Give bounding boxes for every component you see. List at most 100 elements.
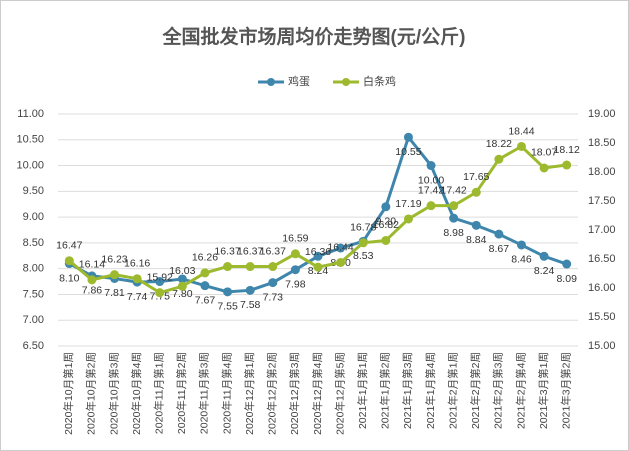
data-label: 18.44 [508, 125, 534, 137]
x-tick-label: 2021年2月第3周 [492, 352, 505, 429]
data-point [494, 229, 504, 239]
data-point [155, 277, 165, 287]
x-tick-label: 2020年10月第2周 [85, 352, 98, 435]
data-point [471, 220, 481, 230]
data-label: 16.14 [79, 259, 105, 271]
data-point [290, 265, 300, 275]
data-label: 7.67 [195, 294, 216, 306]
data-label: 8.84 [466, 234, 487, 246]
data-label: 7.81 [104, 287, 125, 299]
data-label: 16.16 [124, 258, 150, 270]
data-label: 16.59 [282, 233, 308, 245]
data-label: 18.12 [554, 144, 580, 156]
data-point [358, 238, 368, 248]
data-label: 16.37 [214, 245, 240, 257]
chart-title: 全国批发市场周均价走势图(元/公斤) [162, 25, 466, 48]
y-tick-label: 9.00 [23, 211, 44, 223]
data-point [110, 270, 120, 280]
x-tick-label: 2021年1月第1周 [356, 352, 369, 429]
y2-tick-label: 15.00 [588, 340, 616, 352]
x-tick-label: 2020年12月第3周 [288, 352, 301, 435]
data-label: 7.74 [127, 291, 148, 303]
y2-tick-label: 19.00 [588, 108, 616, 120]
data-label: 16.78 [350, 222, 376, 234]
y-tick-label: 7.00 [23, 314, 44, 326]
legend-marker [342, 78, 350, 86]
y2-tick-label: 17.50 [588, 195, 616, 207]
data-label: 10.55 [395, 146, 421, 158]
data-point [471, 187, 481, 197]
data-label: 10.00 [418, 174, 444, 186]
data-point [155, 288, 165, 298]
data-label: 9.20 [376, 216, 397, 228]
data-point [245, 262, 255, 272]
x-tick-label: 2021年3月第2周 [559, 352, 572, 429]
y2-tick-label: 17.00 [588, 224, 616, 236]
data-point [562, 259, 572, 269]
data-point [403, 132, 413, 142]
data-point [223, 262, 233, 272]
y-tick-label: 7.50 [23, 288, 44, 300]
legend-label: 白条鸡 [363, 74, 396, 88]
y-tick-label: 11.00 [17, 108, 44, 120]
data-point [200, 281, 210, 291]
x-tick-label: 2020年10月第3周 [107, 352, 120, 435]
data-point [64, 256, 74, 266]
data-label: 7.73 [263, 291, 284, 303]
data-point [449, 213, 459, 223]
x-tick-label: 2021年2月第4周 [514, 352, 527, 429]
data-label: 7.86 [82, 285, 103, 297]
data-point [336, 257, 346, 267]
data-label: 17.42 [441, 184, 467, 196]
legend-label: 鸡蛋 [288, 74, 310, 88]
data-label: 7.80 [172, 288, 193, 300]
data-point [381, 202, 391, 212]
data-label: 7.55 [217, 301, 238, 313]
y-tick-label: 10.50 [16, 134, 44, 146]
data-label: 18.07 [531, 147, 557, 159]
data-label: 16.23 [101, 253, 127, 265]
data-label: 8.98 [443, 227, 464, 239]
x-tick-label: 2020年11月第2周 [175, 352, 188, 434]
data-label: 7.58 [240, 299, 261, 311]
data-point [268, 262, 278, 272]
x-tick-label: 2021年1月第4周 [424, 352, 437, 429]
y-tick-label: 9.50 [23, 185, 44, 197]
x-tick-label: 2020年11月第3周 [198, 352, 211, 434]
x-tick-label: 2020年11月第4周 [220, 352, 233, 434]
data-label: 16.37 [237, 245, 263, 257]
data-label: 18.22 [486, 138, 512, 150]
data-point [426, 161, 436, 171]
data-point [539, 251, 549, 261]
data-label: 17.65 [463, 171, 489, 183]
data-point [245, 285, 255, 295]
x-tick-label: 2021年2月第2周 [469, 352, 482, 429]
data-point [381, 235, 391, 245]
y-tick-label: 10.00 [16, 159, 44, 171]
y2-tick-label: 18.50 [588, 137, 616, 149]
data-label: 8.10 [59, 272, 80, 284]
data-point [313, 262, 323, 272]
data-label: 8.09 [556, 273, 577, 285]
data-point [200, 268, 210, 278]
data-label: 8.53 [353, 250, 374, 262]
data-label: 16.03 [169, 265, 195, 277]
y-tick-label: 6.50 [23, 340, 44, 352]
x-tick-label: 2020年12月第1周 [243, 352, 256, 435]
y-tick-label: 8.00 [23, 263, 44, 275]
data-point [516, 240, 526, 250]
x-tick-label: 2020年12月第2周 [266, 352, 279, 435]
data-label: 16.44 [327, 241, 353, 253]
data-label: 16.82 [373, 219, 399, 231]
data-point [562, 160, 572, 170]
y2-tick-label: 18.00 [588, 166, 616, 178]
y2-tick-label: 16.50 [588, 253, 616, 265]
y-tick-label: 8.50 [23, 237, 44, 249]
data-point [177, 281, 187, 291]
data-point [290, 249, 300, 259]
data-label: 17.19 [395, 198, 421, 210]
data-point [449, 201, 459, 211]
x-tick-label: 2021年1月第3周 [401, 352, 414, 429]
legend-marker [267, 78, 275, 86]
